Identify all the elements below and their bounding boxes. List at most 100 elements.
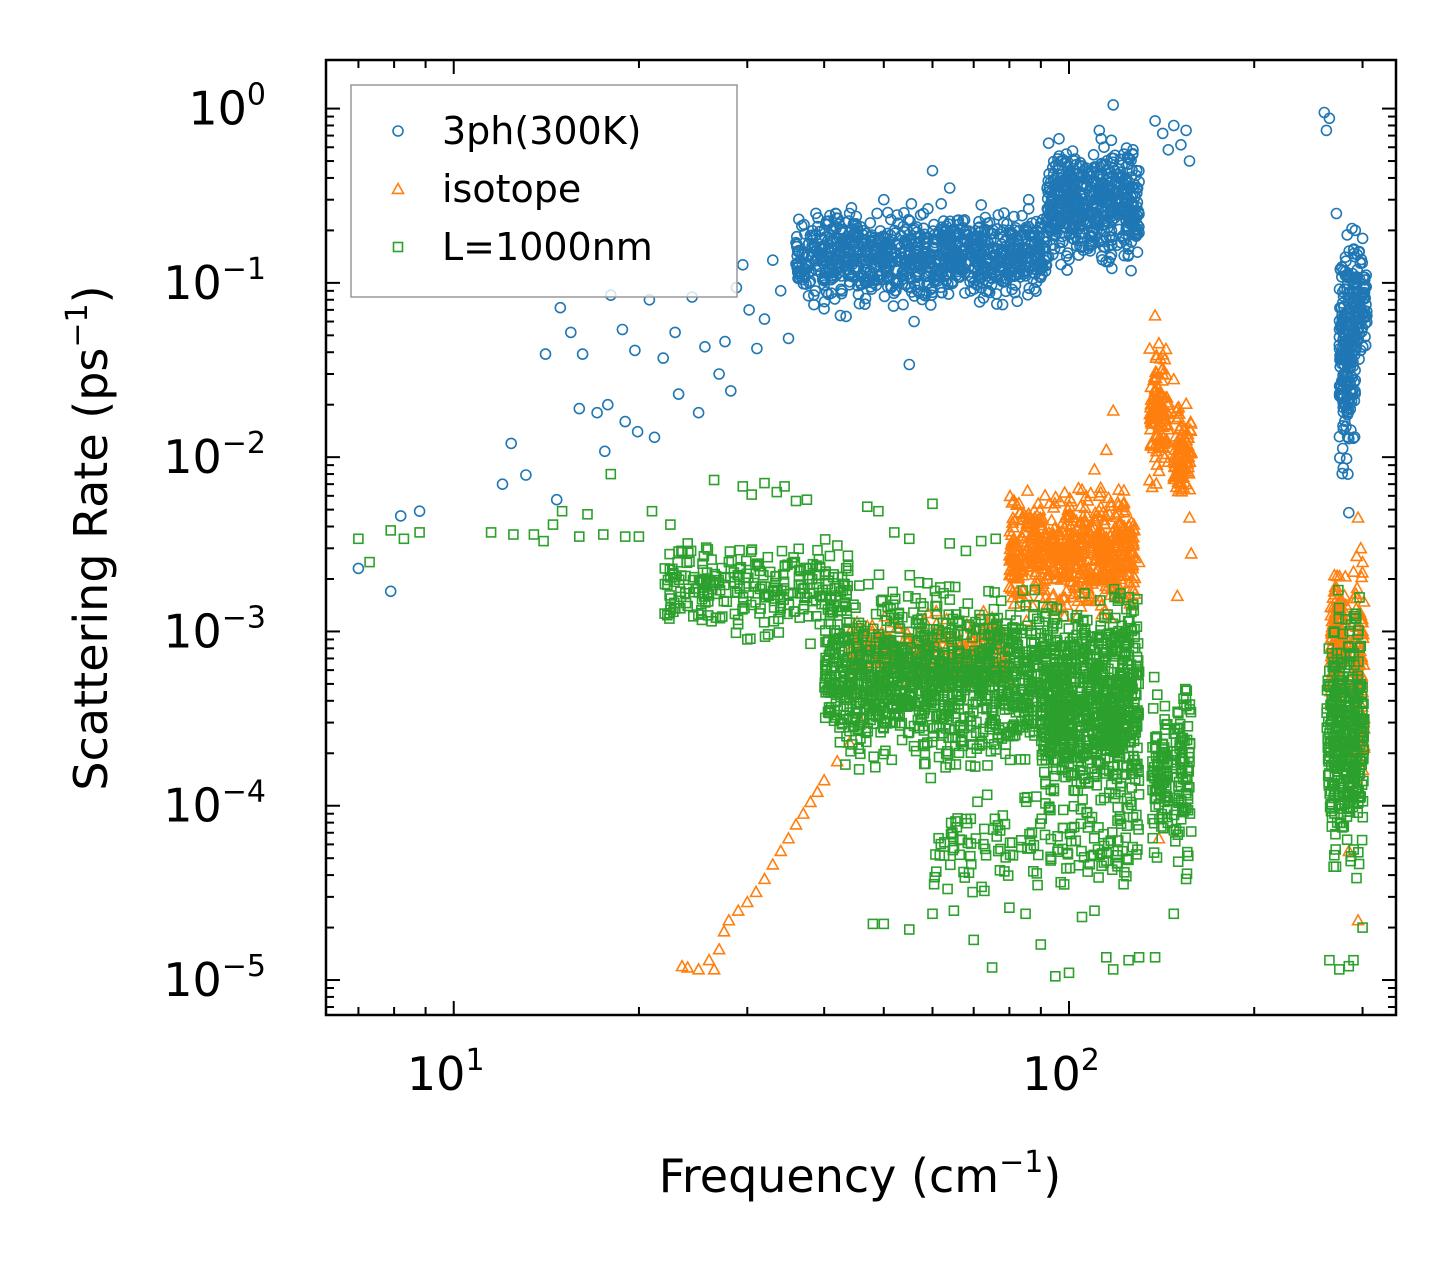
data-point <box>1109 149 1121 162</box>
data-point <box>1351 248 1363 261</box>
data-point <box>976 276 989 289</box>
data-point <box>1105 231 1118 244</box>
data-point <box>903 233 916 245</box>
data-point <box>573 402 586 415</box>
data-point <box>857 234 870 246</box>
data-point <box>591 406 603 419</box>
data-point <box>1008 210 1020 223</box>
data-point <box>1125 264 1137 277</box>
data-point <box>891 209 903 221</box>
data-point <box>1344 376 1356 388</box>
data-point <box>904 215 916 227</box>
data-point <box>1351 271 1364 284</box>
data-point <box>902 213 915 226</box>
data-point <box>1101 155 1113 167</box>
data-point <box>1350 300 1362 312</box>
data-point <box>1339 398 1352 411</box>
data-point <box>719 335 731 348</box>
data-point <box>631 425 644 438</box>
data-point <box>758 313 771 325</box>
data-point <box>352 562 365 575</box>
data-point <box>942 256 954 268</box>
data-point <box>1006 283 1018 296</box>
data-point <box>1118 233 1131 246</box>
data-point <box>1030 285 1042 298</box>
data-point <box>1105 248 1118 261</box>
data-point <box>1348 376 1360 389</box>
data-point <box>1357 341 1369 353</box>
data-point <box>895 241 907 254</box>
data-point <box>1061 196 1074 208</box>
data-point <box>853 297 866 310</box>
data-point <box>766 254 779 267</box>
data-point <box>1341 408 1354 421</box>
data-point <box>987 241 999 254</box>
data-point <box>1065 223 1078 236</box>
data-point <box>860 257 873 269</box>
data-point <box>1063 166 1075 178</box>
data-point <box>1056 230 1068 243</box>
data-point <box>941 278 954 290</box>
data-point <box>999 275 1012 288</box>
data-point <box>806 225 819 237</box>
data-point <box>842 233 855 245</box>
data-point <box>855 255 867 268</box>
data-point <box>824 209 836 222</box>
data-point <box>1131 196 1144 209</box>
data-point <box>1333 387 1346 400</box>
data-point <box>874 259 887 272</box>
data-point <box>1079 197 1091 210</box>
data-point <box>1091 161 1103 173</box>
data-point <box>992 209 1005 221</box>
data-point <box>692 406 705 419</box>
data-point <box>1063 253 1075 266</box>
data-point <box>983 286 996 299</box>
data-point <box>990 298 1003 310</box>
data-point <box>1047 248 1059 261</box>
data-point <box>956 221 969 234</box>
data-point <box>851 279 864 292</box>
data-point <box>1348 431 1361 443</box>
data-point <box>1073 211 1085 224</box>
data-point <box>1097 170 1109 182</box>
data-point <box>871 207 883 220</box>
data-point <box>1130 230 1142 242</box>
data-point <box>840 310 852 323</box>
data-point <box>792 244 805 257</box>
data-point <box>864 230 877 243</box>
data-point <box>1012 251 1025 264</box>
data-point <box>1353 327 1366 340</box>
data-point <box>1087 225 1100 238</box>
data-point <box>1041 210 1053 223</box>
data-point <box>851 274 864 287</box>
data-point <box>713 368 725 380</box>
data-point <box>850 210 863 223</box>
data-point <box>1055 258 1067 271</box>
data-point <box>669 326 681 339</box>
data-point <box>1029 236 1041 248</box>
data-point <box>1340 452 1353 465</box>
data-point <box>840 241 853 253</box>
data-point <box>496 478 509 491</box>
data-point <box>908 290 921 302</box>
data-point <box>1122 213 1135 225</box>
data-point <box>891 277 904 289</box>
data-point <box>959 287 971 299</box>
data-point <box>865 229 878 241</box>
data-point <box>1091 214 1104 227</box>
data-point <box>1055 217 1067 229</box>
data-point <box>924 265 937 278</box>
data-point <box>942 237 955 250</box>
data-point <box>921 254 934 267</box>
data-point <box>751 342 763 355</box>
data-point <box>1057 154 1070 166</box>
data-point <box>1336 467 1348 480</box>
data-point <box>1109 194 1121 207</box>
data-point <box>942 229 954 242</box>
data-point <box>648 431 661 444</box>
data-point <box>956 263 969 276</box>
data-point <box>814 243 827 255</box>
data-point <box>1357 271 1369 283</box>
data-point <box>1338 337 1350 349</box>
data-point <box>791 262 804 274</box>
